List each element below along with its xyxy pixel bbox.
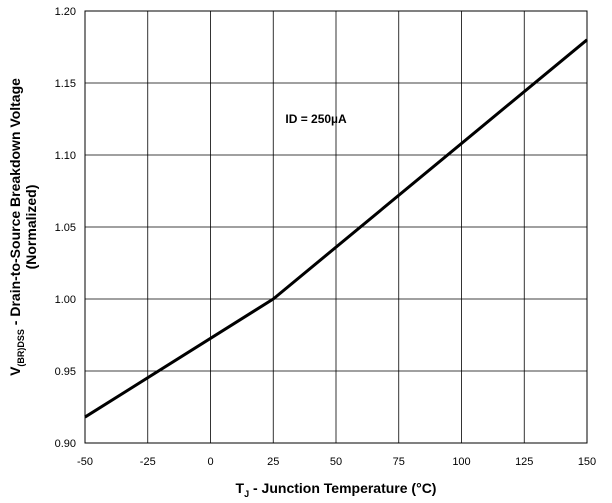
y-axis-title-line1: V(BR)DSS - Drain-to-Source Breakdown Vol… bbox=[7, 78, 26, 376]
x-tick-label: -50 bbox=[77, 456, 93, 468]
y-tick-label: 1.00 bbox=[55, 294, 76, 306]
y-tick-label: 1.15 bbox=[55, 78, 76, 90]
y-tick-label: 1.05 bbox=[55, 222, 76, 234]
grid-lines bbox=[84, 10, 588, 444]
series-lines bbox=[84, 38, 588, 419]
id-current-annotation: ID = 250µA bbox=[285, 112, 347, 126]
series-line bbox=[84, 38, 588, 419]
y-tick-label: 1.20 bbox=[55, 6, 76, 18]
y-tick-labels: 0.90 0.95 1.00 1.05 1.10 1.15 1.20 bbox=[55, 6, 76, 450]
x-tick-label: 100 bbox=[452, 456, 470, 468]
y-tick-label: 1.10 bbox=[55, 150, 76, 162]
x-axis-title: TJ - Junction Temperature (°C) bbox=[236, 480, 437, 499]
y-axis-title-subscript: (BR)DSS bbox=[16, 329, 26, 367]
plot-frame bbox=[84, 10, 588, 444]
y-axis-title-main: V bbox=[7, 366, 23, 376]
x-tick-labels: -50 -25 0 25 50 75 100 125 150 bbox=[77, 456, 596, 468]
x-tick-label: 50 bbox=[330, 456, 342, 468]
x-axis-title-main: T bbox=[236, 480, 245, 496]
x-tick-label: 150 bbox=[578, 456, 596, 468]
x-axis-title-subscript: J bbox=[244, 489, 249, 499]
y-axis-title-rest: - Drain-to-Source Breakdown Voltage bbox=[7, 78, 23, 329]
x-tick-label: 0 bbox=[207, 456, 213, 468]
x-tick-label: 125 bbox=[515, 456, 533, 468]
y-tick-label: 0.90 bbox=[55, 438, 76, 450]
x-tick-label: -25 bbox=[140, 456, 156, 468]
x-axis-title-rest: - Junction Temperature (°C) bbox=[249, 480, 436, 496]
x-tick-label: 75 bbox=[393, 456, 405, 468]
x-tick-label: 25 bbox=[267, 456, 279, 468]
y-tick-label: 0.95 bbox=[55, 366, 76, 378]
y-axis-title-line2: (Normalized) bbox=[23, 185, 39, 270]
